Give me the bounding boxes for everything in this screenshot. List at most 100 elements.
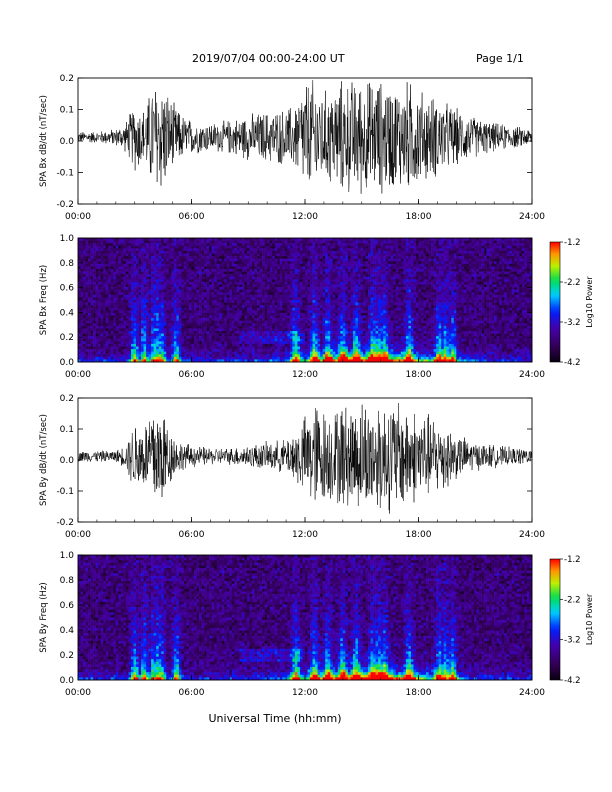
spectrogram-cell bbox=[292, 336, 296, 340]
spectrogram-cell bbox=[299, 331, 303, 334]
spectrogram-cell bbox=[302, 312, 306, 316]
spectrogram-cell bbox=[221, 287, 225, 290]
spectrogram-cell bbox=[284, 328, 288, 332]
spectrogram-cell bbox=[239, 294, 243, 298]
spectrogram-cell bbox=[239, 253, 243, 257]
spectrogram-cell bbox=[176, 310, 180, 314]
spectrogram-cell bbox=[246, 292, 250, 296]
spectrogram-cell bbox=[327, 325, 331, 329]
spectrogram-cell bbox=[211, 359, 215, 363]
spectrogram-cell bbox=[299, 292, 303, 296]
spectrogram-cell bbox=[201, 323, 205, 327]
spectrogram-cell bbox=[226, 258, 230, 262]
spectrogram-cell bbox=[103, 323, 107, 327]
spectrogram-cell bbox=[264, 279, 268, 283]
spectrogram-cell bbox=[105, 305, 109, 309]
spectrogram-cell bbox=[269, 243, 273, 247]
spectrogram-cell bbox=[113, 310, 117, 314]
spectrogram-cell bbox=[216, 284, 220, 288]
spectrogram-cell bbox=[325, 333, 328, 337]
spectrogram-cell bbox=[282, 256, 286, 259]
spectrogram-cell bbox=[186, 266, 190, 270]
spectrogram-cell bbox=[234, 245, 238, 249]
spectrogram-cell bbox=[259, 271, 263, 275]
spectrogram-cell bbox=[289, 356, 293, 360]
spectrogram-cell bbox=[181, 263, 185, 267]
spectrogram-cell bbox=[254, 351, 258, 355]
spectrogram-cell bbox=[98, 287, 101, 290]
spectrogram-cell bbox=[158, 310, 162, 314]
spectrogram-cell bbox=[113, 238, 117, 241]
spectrogram-cell bbox=[123, 248, 127, 252]
spectrogram-cell bbox=[320, 300, 323, 303]
spectrogram-cell bbox=[206, 349, 210, 352]
spectrogram-cell bbox=[110, 312, 114, 316]
spectrogram-cell bbox=[236, 289, 240, 293]
spectrogram-cell bbox=[229, 287, 233, 290]
spectrogram-cell bbox=[181, 253, 185, 257]
spectrogram-cell bbox=[221, 336, 225, 340]
spectrogram-cell bbox=[204, 287, 207, 290]
spectrogram-cell bbox=[330, 312, 334, 316]
spectrogram-cell bbox=[196, 323, 200, 327]
spectrogram-cell bbox=[307, 328, 311, 332]
spectrogram-cell bbox=[284, 297, 288, 301]
spectrogram-cell bbox=[252, 253, 255, 257]
spectrogram-cell bbox=[209, 279, 212, 283]
spectrogram-cell bbox=[188, 274, 192, 278]
spectrogram-cell bbox=[327, 256, 331, 259]
spectrogram-cell bbox=[297, 284, 301, 288]
spectrogram-cell bbox=[183, 284, 187, 288]
spectrogram-cell bbox=[299, 312, 303, 316]
spectrogram-cell bbox=[146, 279, 149, 283]
spectrogram-cell bbox=[115, 238, 119, 241]
spectrogram-cell bbox=[269, 315, 273, 319]
spectrogram-cell bbox=[186, 320, 190, 324]
spectrogram-cell bbox=[284, 276, 288, 280]
spectrogram-cell bbox=[279, 284, 283, 288]
spectrogram-cell bbox=[148, 279, 152, 283]
spectrogram-cell bbox=[148, 310, 152, 314]
spectrogram-cell bbox=[252, 331, 255, 334]
spectrogram-cell bbox=[254, 333, 258, 337]
spectrogram-cell bbox=[277, 287, 281, 290]
spectrogram-cell bbox=[161, 243, 165, 247]
spectrogram-cell bbox=[297, 250, 301, 254]
spectrogram-cell bbox=[320, 297, 323, 301]
spectrogram-cell bbox=[249, 359, 253, 363]
spectrogram-cell bbox=[156, 261, 160, 265]
spectrogram-cell bbox=[166, 271, 170, 275]
spectrogram-cell bbox=[95, 307, 99, 311]
spectrogram-cell bbox=[201, 253, 205, 257]
spectrogram-cell bbox=[130, 346, 134, 350]
spectrogram-cell bbox=[178, 359, 182, 363]
spectrogram-cell bbox=[199, 333, 202, 337]
spectrogram-cell bbox=[178, 284, 182, 288]
spectrogram-cell bbox=[320, 359, 323, 363]
spectrogram-cell bbox=[98, 243, 101, 247]
spectrogram-cell bbox=[234, 310, 238, 314]
spectrogram-cell bbox=[274, 256, 278, 259]
spectrogram-cell bbox=[209, 281, 212, 285]
spectrogram-cell bbox=[199, 349, 202, 352]
spectrogram-cell bbox=[141, 315, 144, 319]
spectrogram-cell bbox=[115, 338, 119, 342]
spectrogram-cell bbox=[110, 248, 114, 252]
spectrogram-cell bbox=[204, 346, 207, 350]
spectrogram-cell bbox=[168, 312, 172, 316]
spectrogram-cell bbox=[194, 356, 197, 360]
spectrogram-cell bbox=[206, 261, 210, 265]
spectrogram-cell bbox=[294, 359, 298, 363]
spectrogram-cell bbox=[244, 269, 248, 272]
spectrogram-cell bbox=[95, 297, 99, 301]
spectrogram-cell bbox=[163, 263, 167, 267]
spectrogram-cell bbox=[199, 302, 202, 306]
spectrogram-cell bbox=[196, 328, 200, 332]
spectrogram-cell bbox=[325, 250, 328, 254]
spectrogram-cell bbox=[299, 300, 303, 303]
spectrogram-cell bbox=[257, 279, 260, 283]
spectrogram-cell bbox=[191, 261, 195, 265]
spectrogram-cell bbox=[130, 240, 134, 244]
spectrogram-cell bbox=[130, 323, 134, 327]
spectrogram-cell bbox=[93, 297, 96, 301]
